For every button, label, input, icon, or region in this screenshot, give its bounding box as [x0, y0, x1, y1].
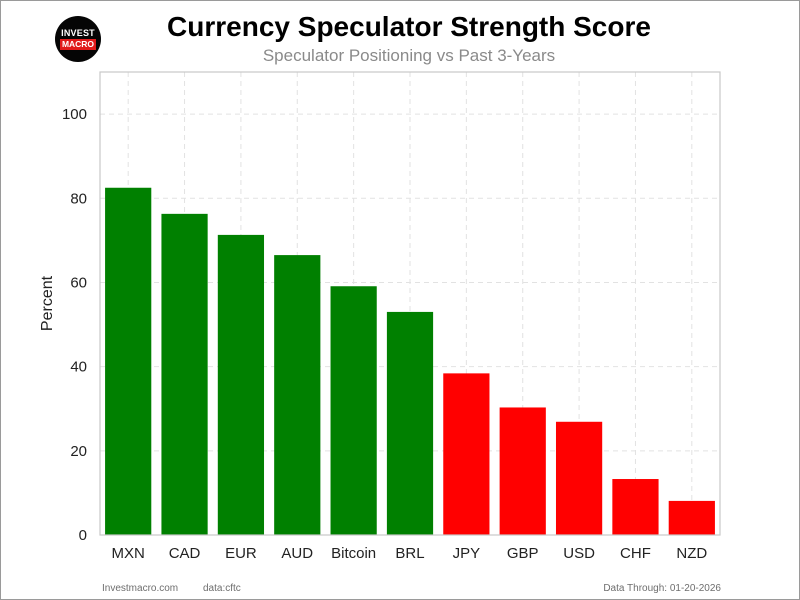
y-tick-label: 0 — [79, 527, 87, 544]
bar-usd — [555, 421, 603, 535]
bar-aud — [274, 255, 321, 535]
bar-brl — [386, 311, 434, 535]
y-tick-label: 60 — [70, 274, 87, 291]
x-tick-label: CHF — [620, 545, 651, 562]
footer-data-through: Data Through: 01-20-2026 — [603, 583, 721, 594]
x-tick-label: EUR — [225, 545, 257, 562]
bar-nzd — [668, 500, 715, 535]
y-tick-label: 20 — [70, 443, 87, 460]
y-tick-label: 80 — [70, 190, 87, 207]
x-tick-label: Bitcoin — [331, 545, 376, 562]
y-axis-label: Percent — [39, 275, 56, 331]
x-tick-label: AUD — [281, 545, 313, 562]
x-tick-label: JPY — [453, 545, 481, 562]
plot-area-border — [99, 71, 721, 536]
x-tick-label: NZD — [676, 545, 707, 562]
bar-jpy — [443, 373, 490, 535]
logo-text-macro: MACRO — [60, 39, 96, 50]
x-tick-label: GBP — [507, 545, 539, 562]
chart-subtitle: Speculator Positioning vs Past 3-Years — [262, 46, 556, 65]
footer-site: Investmacro.com — [102, 583, 179, 594]
bar-chf — [612, 479, 659, 535]
bar-mxn — [105, 187, 152, 535]
y-tick-label: 40 — [70, 359, 87, 376]
bar-eur — [217, 234, 265, 535]
bar-cad — [161, 213, 208, 535]
footer-source: data:cftc — [203, 583, 241, 594]
logo-text-invest: INVEST — [61, 28, 95, 38]
bar-bitcoin — [330, 286, 377, 535]
x-tick-label: USD — [563, 545, 595, 562]
x-tick-label: MXN — [112, 545, 145, 562]
investmacro-logo: INVEST MACRO — [55, 16, 101, 62]
chart-title: Currency Speculator Strength Score — [167, 11, 651, 42]
y-tick-label: 100 — [62, 106, 87, 123]
bar-gbp — [499, 407, 546, 535]
x-tick-label: BRL — [395, 545, 424, 562]
x-tick-label: CAD — [169, 545, 201, 562]
